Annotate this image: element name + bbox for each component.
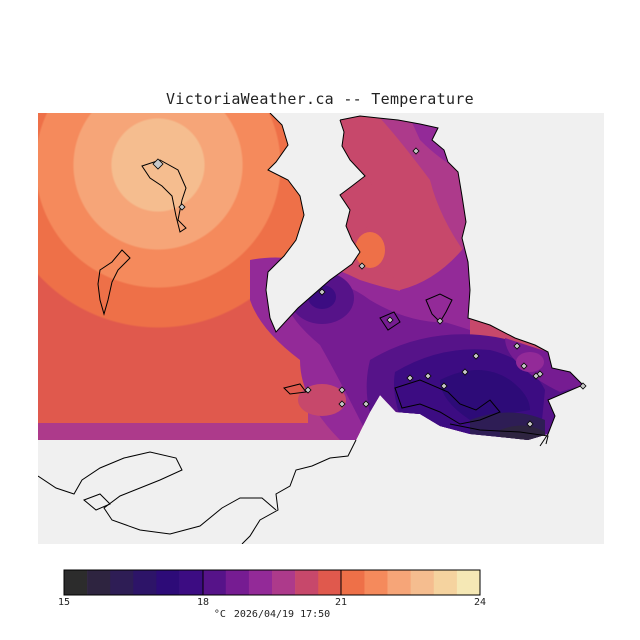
weather-station-marker[interactable] bbox=[412, 147, 420, 155]
legend-color-cell bbox=[110, 570, 134, 595]
weather-station-marker[interactable] bbox=[338, 386, 346, 394]
legend-footer: °C 2026/04/19 17:50 bbox=[0, 609, 544, 620]
timestamp: 2026/04/19 17:50 bbox=[233, 609, 331, 620]
weather-station-marker[interactable] bbox=[472, 352, 480, 360]
legend-color-cell bbox=[433, 570, 458, 595]
weather-station-marker[interactable] bbox=[304, 386, 312, 394]
legend-color-cell bbox=[64, 570, 88, 595]
station-markers bbox=[152, 147, 587, 428]
temperature-field bbox=[38, 113, 583, 440]
legend-tick-15: 15 bbox=[57, 597, 71, 608]
weather-station-marker[interactable] bbox=[532, 372, 540, 380]
weather-station-marker[interactable] bbox=[461, 368, 469, 376]
legend-color-cell bbox=[341, 570, 365, 595]
weather-station-marker[interactable] bbox=[358, 262, 366, 270]
map-title: VictoriaWeather.ca -- Temperature bbox=[166, 90, 474, 108]
legend-tick-18: 18 bbox=[196, 597, 210, 608]
weather-station-marker[interactable] bbox=[513, 342, 521, 350]
legend-color-cell bbox=[272, 570, 296, 595]
legend-color-cell bbox=[364, 570, 388, 595]
legend-color-cell bbox=[156, 570, 180, 595]
legend-tick-24: 24 bbox=[473, 597, 487, 608]
legend-color-cell bbox=[225, 570, 250, 595]
legend-color-cell bbox=[456, 570, 481, 595]
legend-color-cell bbox=[248, 570, 273, 595]
coastlines bbox=[38, 113, 584, 544]
weather-station-marker[interactable] bbox=[520, 362, 528, 370]
weather-station-marker[interactable] bbox=[318, 288, 326, 296]
legend-color-cell bbox=[179, 570, 203, 595]
weather-station-marker[interactable] bbox=[526, 420, 534, 428]
weather-station-marker[interactable] bbox=[338, 400, 346, 408]
weather-station-marker[interactable] bbox=[436, 317, 444, 325]
weather-station-marker[interactable] bbox=[152, 158, 164, 170]
weather-station-marker[interactable] bbox=[386, 316, 394, 324]
legend-color-cell bbox=[202, 570, 227, 595]
legend-color-cell bbox=[387, 570, 411, 595]
weather-station-marker[interactable] bbox=[424, 372, 432, 380]
weather-station-marker[interactable] bbox=[178, 203, 186, 211]
legend-tick-21: 21 bbox=[334, 597, 348, 608]
legend-color-cell bbox=[133, 570, 157, 595]
legend-color-cell bbox=[410, 570, 435, 595]
weather-station-marker[interactable] bbox=[440, 382, 448, 390]
legend-color-cell bbox=[87, 570, 111, 595]
weather-station-marker[interactable] bbox=[406, 374, 414, 382]
weather-station-marker[interactable] bbox=[579, 382, 587, 390]
weather-station-marker[interactable] bbox=[362, 400, 370, 408]
legend-color-cell bbox=[295, 570, 319, 595]
legend-color-cell bbox=[318, 570, 342, 595]
unit-label: °C bbox=[213, 609, 226, 620]
